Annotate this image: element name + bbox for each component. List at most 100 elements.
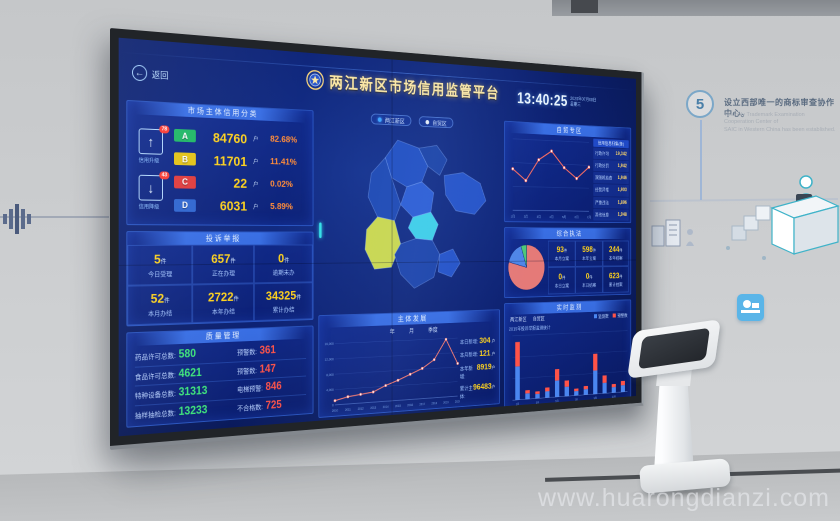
ftz-row: 严重违法 1,896 — [593, 197, 629, 209]
stat-cell: 0件 本日立案 — [548, 267, 576, 294]
complaints-panel: 投诉举报 5件 今日受理 657件 正在办理 0件 — [126, 231, 313, 326]
showroom-scene: 5 设立西部唯一的商标审查协作中心。 The only Trademark Ex… — [0, 0, 840, 521]
ftz-row: 行政处罚 1,942 — [593, 160, 629, 173]
svg-text:1月: 1月 — [511, 214, 515, 218]
stat-row: 累计主体: 96483 户 — [460, 382, 495, 401]
svg-text:2018: 2018 — [431, 401, 437, 405]
svg-text:4,000: 4,000 — [326, 388, 333, 392]
stat-cell: 2722件 本年办结 — [192, 283, 254, 323]
stat-cell: 52件 本月办结 — [127, 284, 192, 325]
platform-emblem-icon — [306, 69, 324, 90]
grade-d-chip: D — [174, 199, 196, 212]
service-desk-illustration-icon — [720, 168, 840, 268]
legend-quarter[interactable]: 季度 — [426, 324, 438, 333]
buildings-icon — [650, 218, 702, 248]
svg-text:2010: 2010 — [332, 408, 338, 412]
monitor-bar-chart: 1月 3月 5月 7月 9月 11月 — [507, 328, 629, 407]
wall-caption-en: The only Trademark Examination Cooperati… — [724, 112, 836, 134]
panel-title: 投诉举报 — [127, 232, 312, 245]
soundwave-icon — [2, 202, 32, 236]
kiosk-touchscreen[interactable] — [638, 328, 710, 369]
grade-b-chip: B — [174, 152, 196, 165]
svg-text:3月: 3月 — [536, 401, 539, 405]
map-zoom-slider[interactable] — [319, 223, 321, 239]
watermark: www.huarongdianzi.com — [538, 484, 830, 513]
ceiling-vent — [571, 0, 598, 13]
stat-cell: 623件 累计结案 — [603, 266, 629, 293]
stat-cell: 34325件 累计办结 — [254, 282, 313, 321]
svg-text:8,000: 8,000 — [326, 372, 333, 376]
panel-seam-vertical — [391, 59, 392, 415]
svg-text:3月: 3月 — [537, 214, 541, 218]
grade-c-chip: C — [174, 176, 196, 189]
panel-title: 综合执法 — [505, 228, 631, 239]
monitor-tab-ftz[interactable]: 自贸区 — [531, 315, 545, 323]
screen-bezel: ← 返回 两江新区市场信用监管平台 13:40:25 — [110, 28, 644, 450]
upgrade-label: 信用升级 — [139, 156, 163, 165]
svg-text:11月: 11月 — [612, 395, 616, 399]
ftz-trend-chart: 1月 2月 3月 4月 5月 6月 7月 — [507, 134, 591, 220]
credit-upgrade-icon[interactable]: ↑ 78 — [139, 129, 163, 156]
downgrade-label: 信用降级 — [139, 202, 163, 210]
downgrade-count-badge: 43 — [159, 171, 169, 179]
subject-growth-chart: 0 4,000 8,000 12,000 16,000 2010 2011 2012 2013 2… — [321, 333, 460, 414]
svg-text:2014: 2014 — [383, 404, 389, 408]
inactive-dot-icon — [426, 119, 430, 124]
monitor-tab-liangjiang[interactable]: 两江新区 — [508, 315, 526, 323]
svg-text:0: 0 — [332, 403, 334, 407]
district-map[interactable] — [318, 129, 500, 309]
svg-text:2013: 2013 — [370, 405, 376, 409]
clock-time: 13:40:25 — [517, 90, 568, 111]
svg-text:5月: 5月 — [555, 399, 558, 403]
stat-row: 本日新增: 304 户 — [460, 336, 495, 347]
subject-growth-panel: 主体发展 年 月 季度 — [318, 309, 500, 418]
ftz-panel: 自贸专区 1月 2月 3月 4月 5月 6月 7月 信用信息归集(条) 行政许可 19,342… — [504, 121, 631, 223]
svg-text:2019: 2019 — [443, 400, 449, 404]
step-number: 5 — [696, 96, 704, 113]
credit-grade-row: D 6031 户 5.89% — [174, 197, 308, 214]
svg-text:12,000: 12,000 — [325, 357, 334, 361]
stat-cell: 93件 本月立案 — [548, 240, 576, 267]
svg-text:7月: 7月 — [587, 215, 591, 219]
svg-text:2016: 2016 — [407, 403, 413, 407]
legend-month[interactable]: 月 — [407, 325, 414, 334]
svg-text:6月: 6月 — [575, 215, 579, 219]
quality-panel: 质量管理 药品许可总数: 580 预警数: 361 食品许可总数: 4621 预警数:… — [126, 325, 313, 427]
svg-text:1月: 1月 — [516, 402, 519, 406]
credit-downgrade-icon[interactable]: ↓ 43 — [139, 174, 163, 200]
ftz-row: 双随机抽查 1,946 — [593, 172, 629, 184]
kiosk-column — [654, 382, 694, 472]
stat-row: 本月新增: 121 户 — [460, 349, 495, 360]
active-dot-icon — [378, 117, 382, 122]
red-legend-swatch — [613, 314, 616, 318]
grade-a-chip: A — [174, 129, 196, 143]
svg-text:5月: 5月 — [562, 215, 566, 219]
monitor-panel: 实时监测 两江新区 自贸区 — [504, 299, 631, 410]
enforcement-panel: 综合执法 93件 本月立案 598件 本年立案 — [504, 227, 631, 298]
svg-text:2月: 2月 — [524, 214, 528, 218]
blue-legend-swatch — [594, 314, 597, 318]
legend-monitor-count: 监测数 — [594, 313, 609, 320]
clock-weekday: 星期三 — [570, 102, 596, 109]
ftz-row: 其他信息 1,948 — [593, 209, 629, 221]
case-pie-chart — [507, 243, 546, 292]
svg-text:2012: 2012 — [358, 406, 364, 410]
legend-warning-count: 预警数 — [613, 312, 627, 319]
service-app-icon — [737, 294, 764, 321]
upgrade-count-badge: 78 — [159, 126, 169, 134]
stat-cell: 0件 本日结案 — [576, 267, 603, 294]
credit-classification-panel: 市场主体信用分类 ↑ 78 信用升级 — [126, 100, 313, 226]
svg-text:4月: 4月 — [549, 214, 553, 218]
stat-cell: 244件 本年结案 — [603, 240, 629, 266]
ftz-row: 经营异常 1,903 — [593, 184, 629, 196]
tab-ftz[interactable]: 自贸区 — [419, 116, 453, 128]
credit-grade-row: A 84760 户 82.68% — [174, 128, 308, 149]
video-wall: ← 返回 两江新区市场信用监管平台 13:40:25 — [110, 28, 644, 450]
svg-text:9月: 9月 — [594, 396, 597, 400]
svg-text:2017: 2017 — [419, 402, 425, 406]
stat-row: 本年新增: 8919 户 — [460, 362, 495, 380]
svg-text:2015: 2015 — [395, 404, 401, 408]
stat-cell: 598件 本年立案 — [576, 240, 603, 267]
credit-grade-row: B 11701 户 11.41% — [174, 151, 308, 171]
ftz-row: 行政许可 19,342 — [593, 148, 629, 161]
